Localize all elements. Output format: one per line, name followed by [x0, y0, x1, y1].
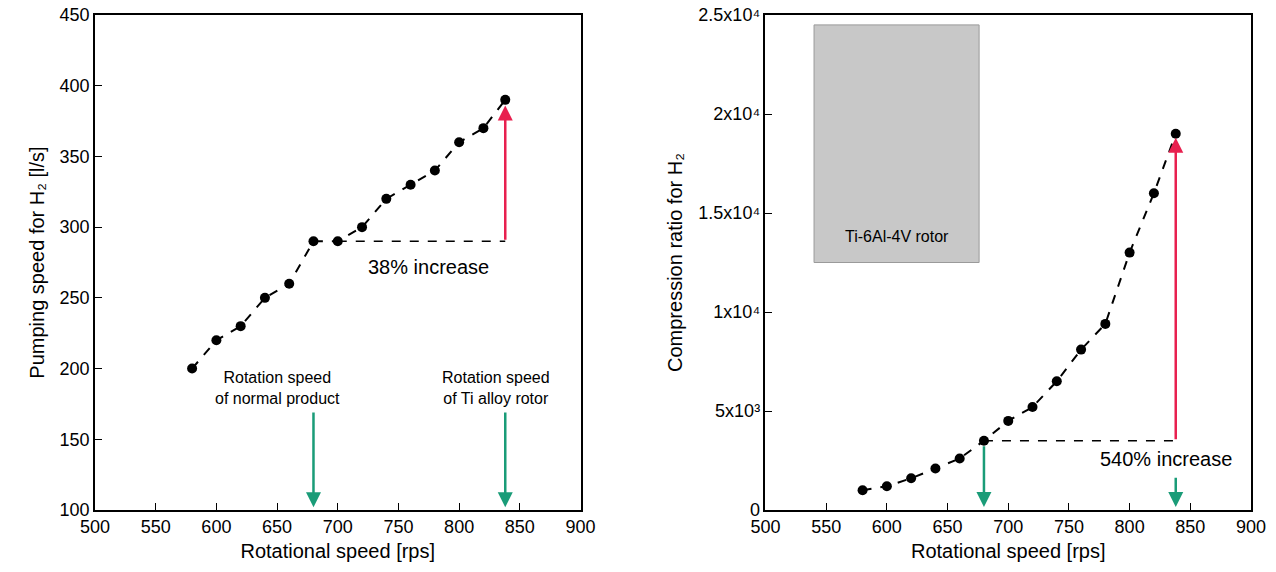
svg-text:2.5x10⁴: 2.5x10⁴	[698, 5, 760, 25]
svg-text:850: 850	[1175, 517, 1205, 537]
svg-text:2x10⁴: 2x10⁴	[713, 104, 760, 124]
svg-text:1x10⁴: 1x10⁴	[713, 302, 760, 322]
svg-text:Pumping speed for H₂ [l/s]: Pumping speed for H₂ [l/s]	[26, 146, 48, 378]
svg-text:0: 0	[750, 500, 760, 520]
svg-text:600: 600	[201, 517, 231, 537]
svg-text:250: 250	[60, 288, 90, 308]
svg-text:400: 400	[60, 76, 90, 96]
svg-text:540% increase: 540% increase	[1100, 448, 1232, 470]
svg-text:100: 100	[60, 500, 90, 520]
svg-text:500: 500	[750, 517, 780, 537]
svg-text:Rotation speedof Ti alloy roto: Rotation speedof Ti alloy rotor	[442, 369, 550, 407]
svg-text:Ti-6Al-4V rotor: Ti-6Al-4V rotor	[845, 228, 949, 245]
svg-text:200: 200	[60, 359, 90, 379]
svg-text:1.5x10⁴: 1.5x10⁴	[698, 203, 760, 223]
svg-text:5x10³: 5x10³	[715, 401, 760, 421]
svg-text:900: 900	[1236, 517, 1266, 537]
svg-text:300: 300	[60, 217, 90, 237]
svg-text:450: 450	[60, 5, 90, 25]
svg-text:Compression ratio for H₂: Compression ratio for H₂	[664, 153, 686, 372]
svg-text:650: 650	[262, 517, 292, 537]
svg-text:800: 800	[444, 517, 474, 537]
svg-text:550: 550	[811, 517, 841, 537]
svg-text:800: 800	[1115, 517, 1145, 537]
svg-text:750: 750	[1054, 517, 1084, 537]
svg-text:750: 750	[383, 517, 413, 537]
svg-text:900: 900	[565, 517, 595, 537]
svg-text:700: 700	[993, 517, 1023, 537]
svg-text:650: 650	[933, 517, 963, 537]
svg-text:150: 150	[60, 430, 90, 450]
svg-text:550: 550	[141, 517, 171, 537]
svg-text:850: 850	[505, 517, 535, 537]
svg-text:500: 500	[80, 517, 110, 537]
svg-text:Rotation speedof normal produc: Rotation speedof normal product	[215, 369, 340, 407]
svg-text:38% increase: 38% increase	[368, 256, 489, 278]
svg-text:Rotational speed [rps]: Rotational speed [rps]	[240, 540, 435, 562]
svg-text:Rotational speed [rps]: Rotational speed [rps]	[911, 540, 1106, 562]
svg-text:350: 350	[60, 147, 90, 167]
svg-text:700: 700	[323, 517, 353, 537]
svg-text:600: 600	[872, 517, 902, 537]
